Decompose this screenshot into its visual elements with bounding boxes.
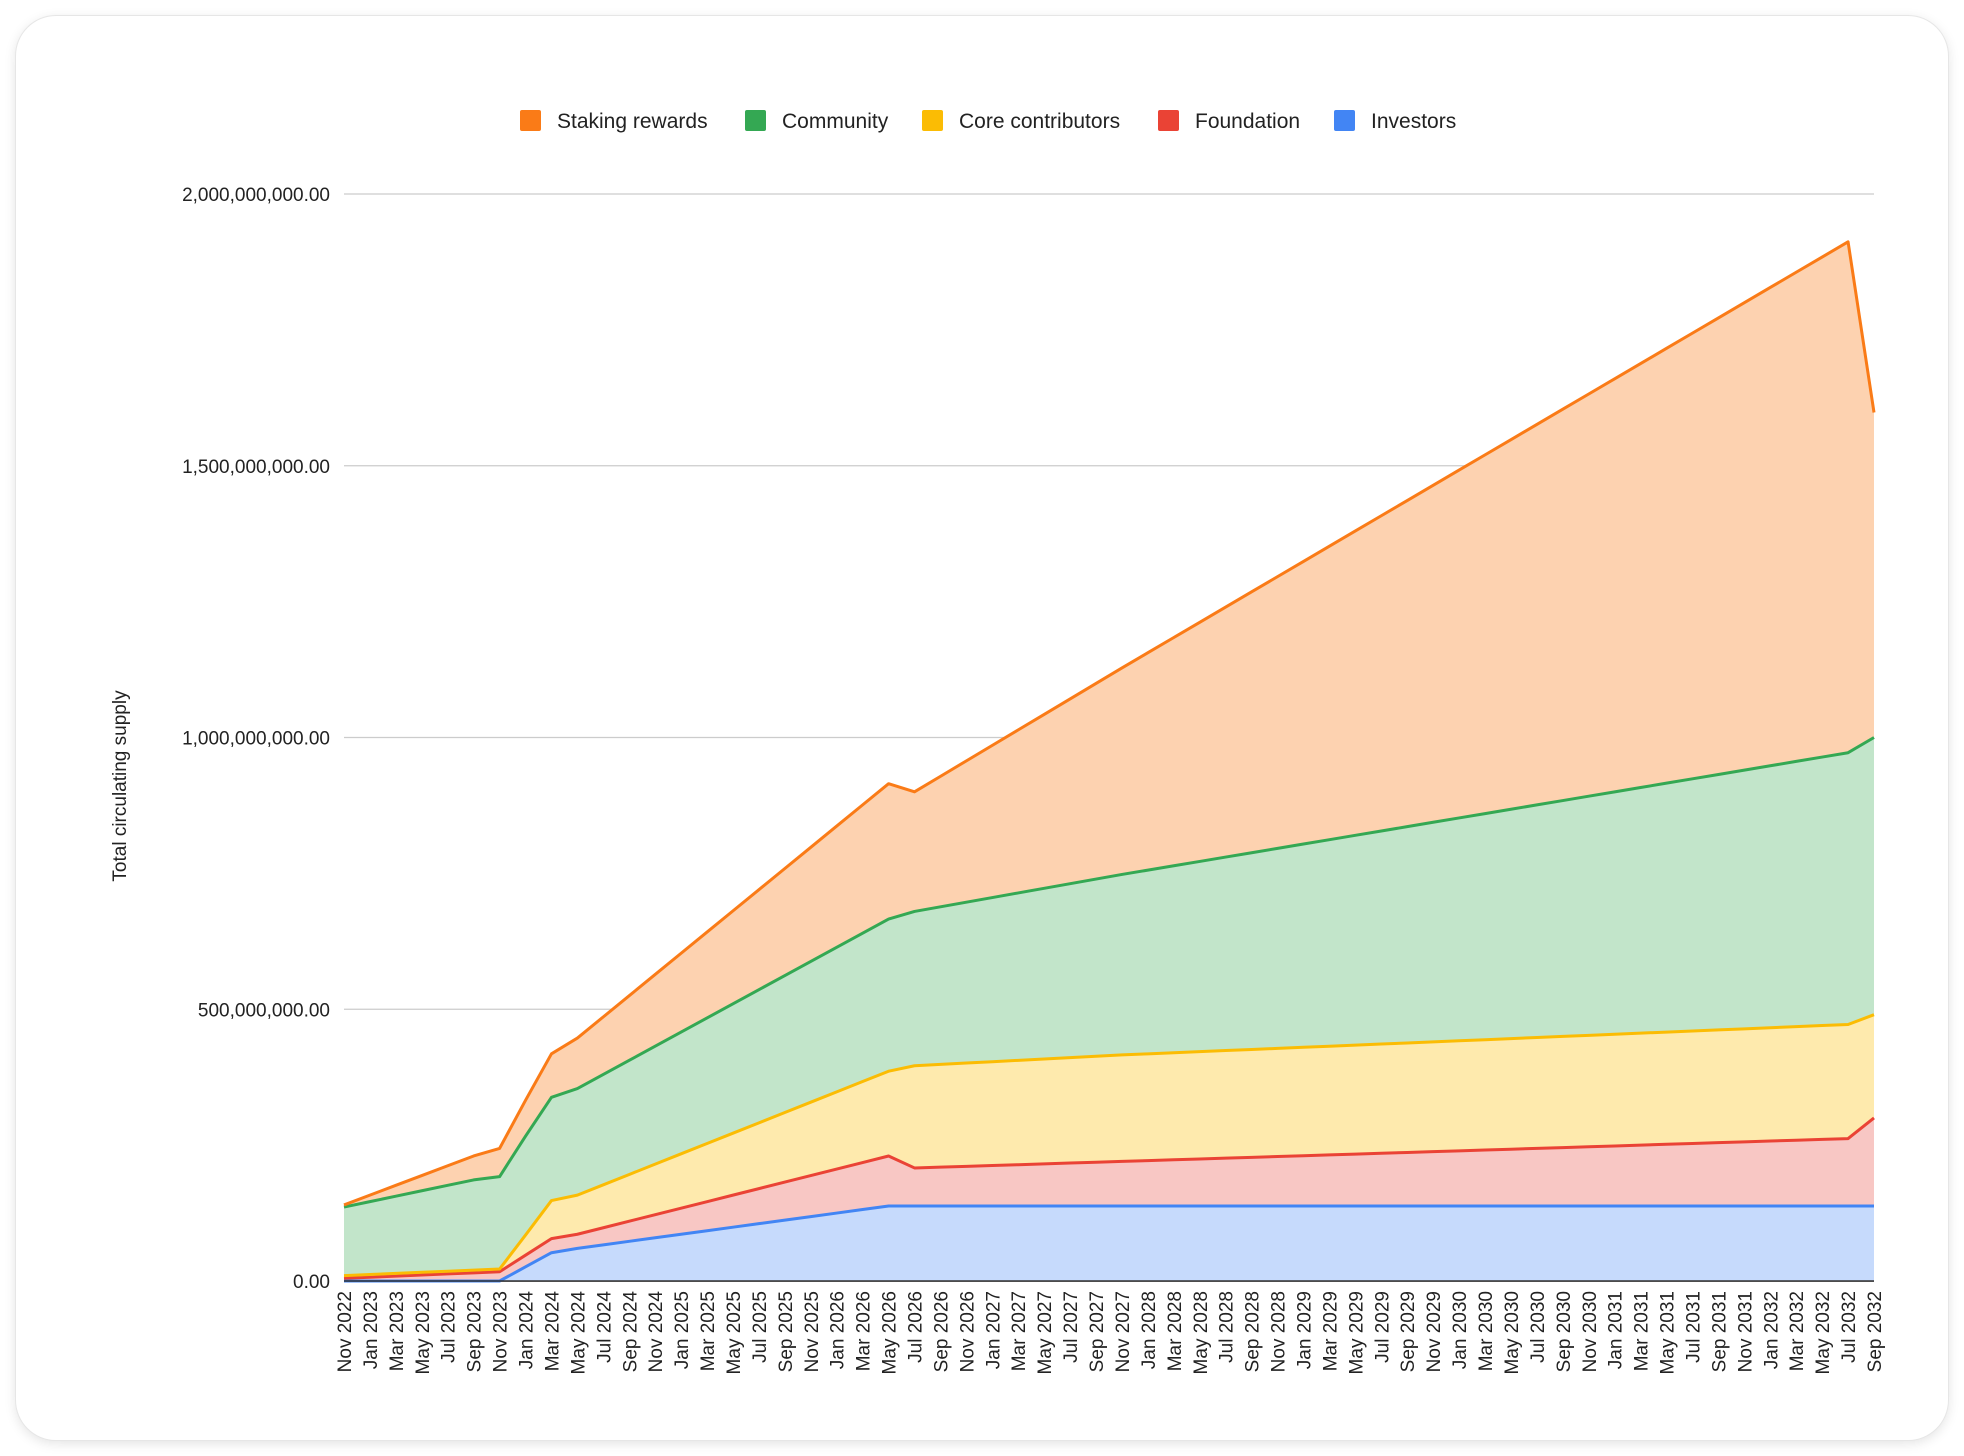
x-tick-label: Jul 2029	[1372, 1291, 1393, 1363]
x-tick-label: Jan 2023	[361, 1291, 382, 1369]
x-tick-label: Mar 2032	[1787, 1291, 1808, 1371]
line-investors	[344, 1204, 1874, 1283]
area-foundation	[344, 1117, 1874, 1281]
legend-swatch	[922, 110, 943, 131]
x-tick-label: Jan 2028	[1139, 1291, 1160, 1369]
x-tick-label: Nov 2031	[1735, 1291, 1756, 1372]
series-areas	[344, 241, 1874, 1281]
x-tick-label: Mar 2025	[698, 1291, 719, 1371]
line-foundation	[343, 1116, 1875, 1280]
x-tick-label: Jan 2027	[983, 1291, 1004, 1369]
x-tick-label: May 2024	[568, 1291, 589, 1375]
x-tick-label: Mar 2030	[1476, 1291, 1497, 1371]
x-tick-label: Jul 2023	[439, 1291, 460, 1363]
x-tick-label: Jul 2027	[1061, 1291, 1082, 1363]
x-tick-label: Sep 2030	[1554, 1291, 1575, 1372]
area-investors	[344, 1206, 1874, 1281]
x-tick-label: Jan 2029	[1294, 1291, 1315, 1369]
line-staking-rewards	[343, 240, 1876, 1207]
legend: Staking rewards Community Core contributor…	[520, 110, 1456, 133]
x-tick-label: Jan 2025	[672, 1291, 693, 1369]
x-tick-label: Jan 2026	[828, 1291, 849, 1369]
x-tick-label: Mar 2029	[1320, 1291, 1341, 1371]
legend-swatch	[1158, 110, 1179, 131]
x-tick-label: Sep 2025	[776, 1291, 797, 1372]
x-tick-label: May 2032	[1813, 1291, 1834, 1374]
y-tick-label: 1,500,000,000.00	[182, 457, 330, 478]
y-tick-label: 2,000,000,000.00	[182, 185, 330, 206]
x-tick-label: Sep 2024	[620, 1291, 641, 1373]
x-tick-label: Jul 2024	[594, 1291, 615, 1363]
x-tick-label: Sep 2026	[931, 1291, 952, 1372]
x-tick-label: May 2029	[1346, 1291, 1367, 1374]
y-tick-label: 1,000,000,000.00	[182, 729, 330, 750]
x-tick-label: Nov 2025	[802, 1291, 823, 1372]
x-tick-label: Sep 2028	[1243, 1291, 1264, 1372]
x-tick-label: Sep 2023	[465, 1291, 486, 1372]
x-tick-label: Jul 2030	[1528, 1291, 1549, 1363]
x-tick-label: May 2023	[413, 1291, 434, 1374]
x-tick-label: Mar 2023	[387, 1291, 408, 1371]
x-tick-label: Nov 2027	[1113, 1291, 1134, 1372]
y-axis-title: Total circulating supply	[110, 690, 131, 882]
x-tick-label: Sep 2029	[1398, 1291, 1419, 1372]
line-community	[343, 736, 1875, 1209]
legend-swatch	[745, 110, 766, 131]
x-tick-label: May 2027	[1035, 1291, 1056, 1374]
legend-item-community[interactable]: Community	[745, 110, 889, 133]
x-tick-label: Jan 2024	[517, 1291, 538, 1370]
legend-label: Staking rewards	[557, 110, 708, 133]
x-tick-label: May 2030	[1502, 1291, 1523, 1374]
x-tick-label: Nov 2030	[1580, 1291, 1601, 1372]
series-lines	[343, 240, 1876, 1283]
x-tick-label: Mar 2024	[542, 1291, 563, 1372]
x-tick-label: May 2025	[724, 1291, 745, 1374]
x-tick-label: Jan 2032	[1761, 1291, 1782, 1369]
x-tick-label: May 2031	[1658, 1291, 1679, 1374]
x-tick-label: Nov 2024	[646, 1291, 667, 1373]
x-tick-label: Nov 2022	[335, 1291, 356, 1372]
legend-swatch	[520, 110, 541, 131]
x-tick-label: Nov 2026	[957, 1291, 978, 1372]
legend-label: Foundation	[1195, 110, 1300, 133]
x-tick-label: Sep 2032	[1865, 1291, 1886, 1372]
x-tick-label: Jul 2026	[906, 1291, 927, 1363]
x-tick-label: Sep 2031	[1709, 1291, 1730, 1372]
legend-swatch	[1334, 110, 1355, 131]
area-community	[344, 737, 1874, 1276]
x-tick-label: May 2026	[880, 1291, 901, 1374]
legend-item-investors[interactable]: Investors	[1334, 110, 1456, 133]
legend-item-staking-rewards[interactable]: Staking rewards	[520, 110, 708, 133]
x-tick-label: Jul 2025	[750, 1291, 771, 1363]
x-tick-label: May 2028	[1191, 1291, 1212, 1374]
x-tick-label: Nov 2028	[1269, 1291, 1290, 1372]
legend-label: Community	[782, 110, 889, 133]
legend-item-foundation[interactable]: Foundation	[1158, 110, 1300, 133]
x-tick-label: Sep 2027	[1087, 1291, 1108, 1372]
x-tick-label: Mar 2031	[1632, 1291, 1653, 1371]
x-tick-label: Jul 2031	[1683, 1291, 1704, 1363]
legend-label: Investors	[1371, 110, 1456, 133]
legend-label: Core contributors	[959, 110, 1120, 133]
legend-item-core-contributors[interactable]: Core contributors	[922, 110, 1120, 133]
line-core-contributors	[343, 1013, 1875, 1278]
x-tick-label: Mar 2026	[854, 1291, 875, 1371]
y-axis-ticks: 0.00 500,000,000.00 1,000,000,000.00 1,500,…	[182, 185, 330, 1293]
y-tick-label: 0.00	[293, 1272, 330, 1293]
x-tick-label: Nov 2029	[1424, 1291, 1445, 1372]
x-tick-label: Nov 2023	[491, 1291, 512, 1372]
x-axis-ticks: Nov 2022 Jan 2023 Mar 2023 May 2023 Jul 2023…	[335, 1291, 1886, 1375]
x-tick-label: Mar 2027	[1009, 1291, 1030, 1371]
x-tick-label: Mar 2028	[1165, 1291, 1186, 1371]
area-core-contributors	[344, 1014, 1874, 1279]
x-tick-label: Jul 2032	[1839, 1291, 1860, 1363]
x-tick-label: Jan 2030	[1450, 1291, 1471, 1369]
area-staking-rewards	[344, 241, 1874, 1208]
x-tick-label: Jan 2031	[1606, 1291, 1627, 1369]
x-tick-label: Jul 2028	[1217, 1291, 1238, 1363]
y-tick-label: 500,000,000.00	[198, 1000, 330, 1021]
